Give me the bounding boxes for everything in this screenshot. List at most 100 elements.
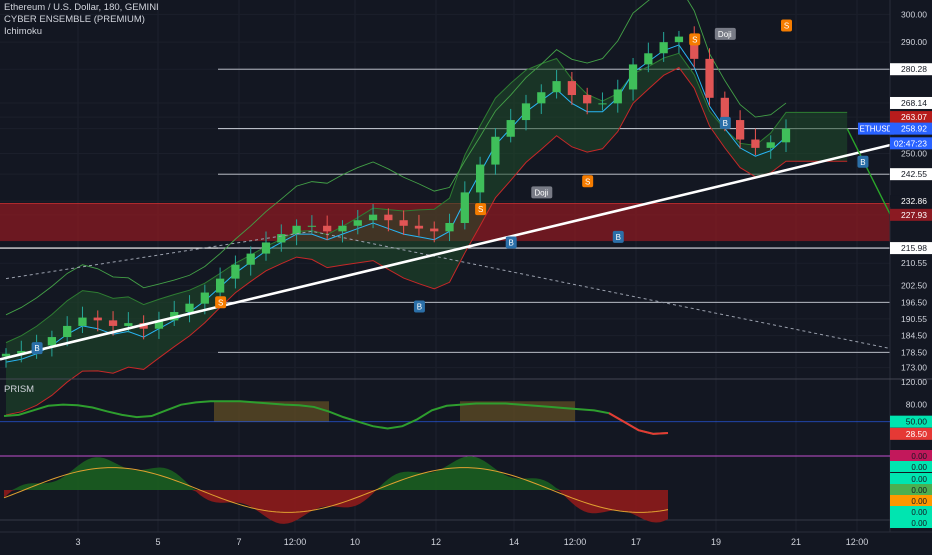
osc-tag-bg <box>890 506 932 517</box>
price-tag: 227.93 <box>901 210 927 220</box>
buy-signal-label: B <box>860 158 865 167</box>
osc-signal-line <box>3 467 669 513</box>
price-tag-bg <box>890 208 932 221</box>
candle-body <box>246 253 255 265</box>
price-tag: 232.86 <box>901 196 927 206</box>
prism-pane-label[interactable]: PRISM <box>4 384 35 395</box>
price-tick-label: 196.50 <box>901 297 927 307</box>
osc-tag-bg <box>890 517 932 528</box>
candle-body <box>124 323 133 326</box>
candle-body <box>200 292 209 304</box>
candle-body <box>47 337 57 346</box>
senkou-span-b <box>5 66 848 416</box>
candle-body <box>261 242 271 254</box>
candle-body <box>154 320 164 329</box>
candle-body <box>506 120 515 137</box>
candle-body <box>17 350 26 354</box>
buy-signal-label: B <box>723 119 728 128</box>
symbol-title[interactable]: Ethereum / U.S. Dollar, 180, GEMINI <box>4 2 159 13</box>
time-tick-label: 7 <box>236 537 241 547</box>
candle-body <box>567 81 577 96</box>
price-tag-bg <box>890 195 932 208</box>
buy-signal-marker <box>413 300 425 313</box>
candle-body <box>307 225 317 227</box>
candle-body <box>231 264 240 279</box>
candle-body <box>277 234 286 243</box>
time-tick-label: 5 <box>155 537 160 547</box>
price-tick-label: 290.00 <box>901 37 927 47</box>
candle-body <box>368 214 378 221</box>
time-tick-label: 12:00 <box>564 537 587 547</box>
candle-body <box>690 36 699 59</box>
osc-tag-bg <box>890 484 932 495</box>
candle-body <box>552 81 561 93</box>
time-tick-label: 21 <box>791 537 801 547</box>
sell-signal-marker <box>215 296 227 309</box>
dashed-trendline <box>5 230 932 358</box>
osc-tag-bg <box>890 461 932 472</box>
candle-body <box>705 58 714 98</box>
symbol-tag: ETHUSD <box>860 125 893 134</box>
osc-tag-bg <box>890 473 932 484</box>
candle-body <box>537 92 546 104</box>
price-tag-bg <box>890 242 932 255</box>
price-tick-label: 173.00 <box>901 363 927 373</box>
time-tick-label: 12 <box>431 537 441 547</box>
candle-body <box>185 303 194 313</box>
candle-body <box>475 164 485 193</box>
prism-line-red <box>608 412 669 435</box>
indicator-ichimoku[interactable]: Ichimoku <box>4 26 43 37</box>
price-tag: 258.92 <box>901 124 927 134</box>
price-tag-bg <box>890 122 932 135</box>
buy-signal-label: B <box>509 238 514 247</box>
buy-signal-label: B <box>417 302 422 311</box>
osc-green-fill <box>4 456 668 490</box>
candle-body <box>460 192 469 223</box>
candle-body <box>414 225 424 229</box>
candle-body <box>215 278 225 293</box>
osc-red-fill <box>4 490 668 524</box>
prism-tag: 28.50 <box>906 429 928 439</box>
candle-body <box>445 222 454 232</box>
sell-signal-label: S <box>478 205 483 214</box>
prism-line <box>3 400 669 435</box>
prism-tick-label: 120.00 <box>901 377 927 387</box>
prism-tag: 50.00 <box>906 417 928 427</box>
candle-body <box>674 36 684 43</box>
price-tag-bg <box>890 111 932 124</box>
prism-tick-label: 80.00 <box>906 400 928 410</box>
osc-tag: 0.00 <box>911 519 927 528</box>
candle-body <box>766 142 775 148</box>
senkou-span-a <box>5 52 848 344</box>
candle-body <box>659 42 668 54</box>
sell-signal-marker <box>689 33 701 46</box>
buy-signal-marker <box>31 342 43 355</box>
price-tick-label: 184.50 <box>901 331 927 341</box>
candle-body <box>430 228 439 232</box>
price-tick-label: 250.00 <box>901 148 927 158</box>
candle-body <box>93 317 102 321</box>
candle-body <box>491 136 500 165</box>
doji-label: Doji <box>534 188 548 197</box>
candle-body <box>292 225 301 235</box>
indicator-cyber-ensemble[interactable]: CYBER ENSEMBLE (PREMIUM) <box>4 14 145 25</box>
candle-body <box>781 128 791 143</box>
sell-signal-marker <box>781 19 792 32</box>
time-tick-label: 3 <box>75 537 80 547</box>
osc-tag: 0.00 <box>911 497 927 506</box>
ascending-trendline <box>0 143 891 361</box>
buy-signal-marker <box>612 230 624 243</box>
price-tag-bg <box>890 96 932 109</box>
price-tick-label: 300.00 <box>901 9 927 19</box>
buy-signal-marker <box>505 236 517 249</box>
prism-tag-bg <box>890 415 932 428</box>
buy-signal-marker <box>857 155 869 168</box>
candle-body <box>384 214 393 221</box>
osc-tag-bg <box>890 450 932 461</box>
sell-signal-label: S <box>585 177 590 186</box>
candle-body <box>78 317 87 326</box>
candle-body <box>521 103 531 121</box>
candle-body <box>628 64 638 90</box>
